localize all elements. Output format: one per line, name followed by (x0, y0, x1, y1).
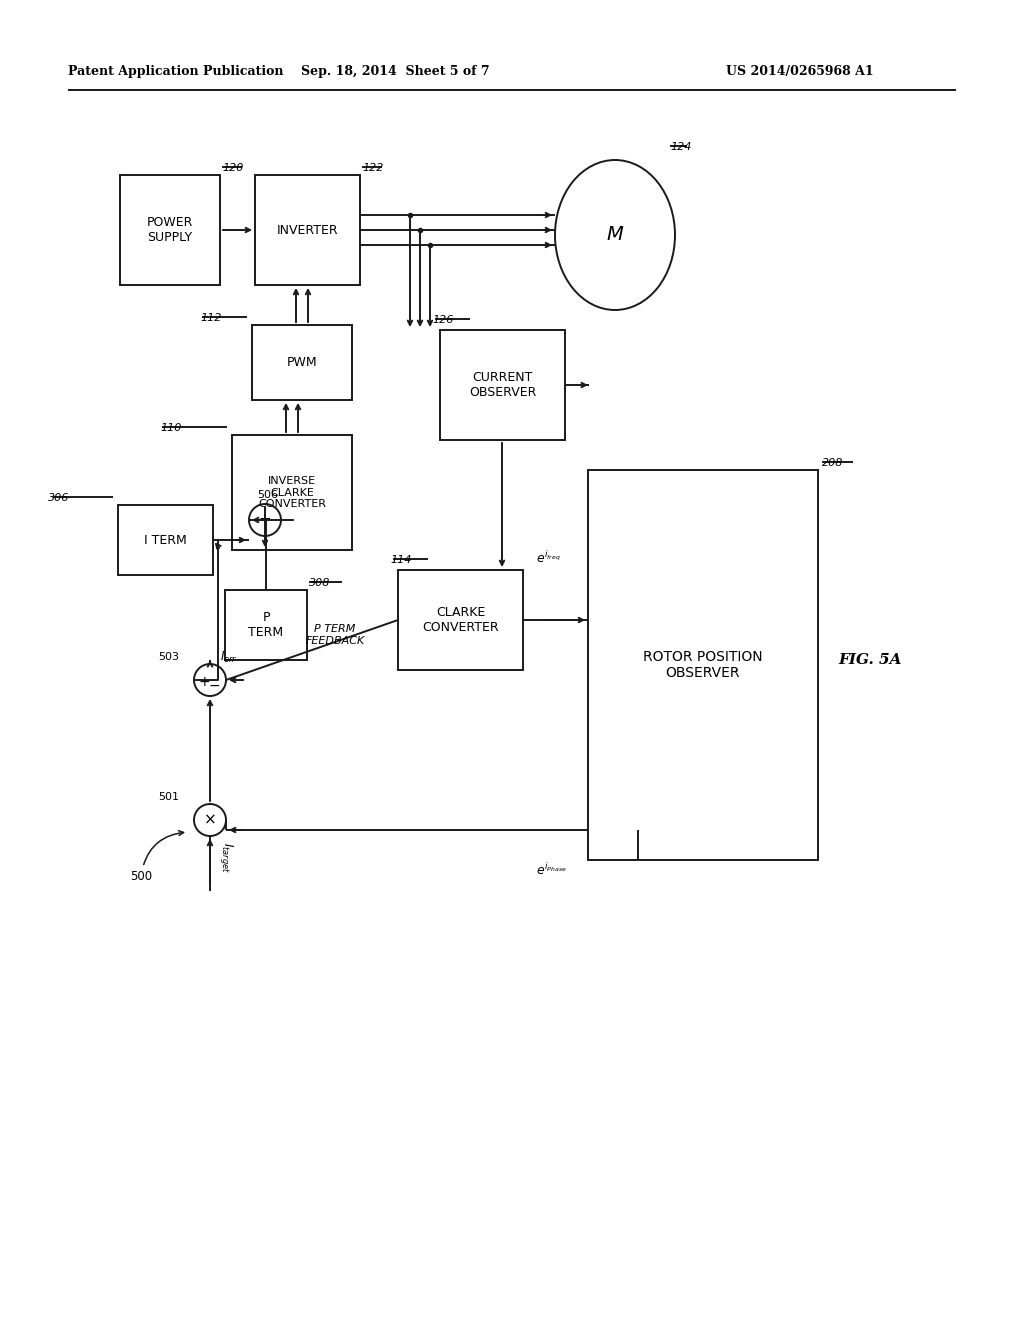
Bar (440, 330, 565, 440)
Bar (118, 506, 213, 576)
Text: +: + (199, 675, 210, 689)
Text: Patent Application Publication: Patent Application Publication (68, 66, 284, 78)
Text: ROTOR POSITION
OBSERVER: ROTOR POSITION OBSERVER (643, 649, 763, 680)
Text: 112: 112 (200, 313, 221, 323)
Text: CLARKE
CONVERTER: CLARKE CONVERTER (422, 606, 499, 634)
Text: P
TERM: P TERM (249, 611, 284, 639)
Text: $e^{i_{Phase}}$: $e^{i_{Phase}}$ (536, 862, 566, 878)
Text: 122: 122 (362, 162, 383, 173)
Bar (232, 436, 352, 550)
Text: ×: × (204, 813, 216, 828)
Bar (398, 570, 523, 671)
Text: $e^{i_{freq}}$: $e^{i_{freq}}$ (536, 550, 561, 566)
Text: $I_{target}$: $I_{target}$ (218, 842, 234, 873)
Text: −: − (208, 678, 220, 693)
Text: 500: 500 (130, 830, 183, 883)
Text: INVERSE
CLARKE
CONVERTER: INVERSE CLARKE CONVERTER (258, 477, 326, 510)
Text: PWM: PWM (287, 356, 317, 370)
Text: I TERM: I TERM (144, 533, 186, 546)
Bar (255, 176, 360, 285)
Bar (225, 590, 307, 660)
Text: CURRENT
OBSERVER: CURRENT OBSERVER (469, 371, 537, 399)
Text: Sep. 18, 2014  Sheet 5 of 7: Sep. 18, 2014 Sheet 5 of 7 (301, 66, 489, 78)
Bar (120, 176, 220, 285)
Text: $I_{err}$: $I_{err}$ (220, 649, 238, 665)
Text: 506: 506 (257, 490, 278, 500)
Bar (588, 470, 818, 861)
Text: P TERM
FEEDBACK: P TERM FEEDBACK (305, 624, 365, 645)
Text: 501: 501 (158, 792, 179, 803)
Text: 308: 308 (309, 578, 331, 587)
Text: 114: 114 (390, 554, 412, 565)
Text: FIG. 5A: FIG. 5A (839, 653, 902, 667)
Text: 124: 124 (670, 143, 691, 152)
Text: INVERTER: INVERTER (276, 223, 338, 236)
Text: 503: 503 (158, 652, 179, 663)
Text: 120: 120 (222, 162, 244, 173)
Text: 110: 110 (160, 422, 181, 433)
Text: M: M (606, 226, 624, 244)
Text: POWER
SUPPLY: POWER SUPPLY (146, 216, 194, 244)
Text: +: + (259, 512, 271, 528)
Text: US 2014/0265968 A1: US 2014/0265968 A1 (726, 66, 873, 78)
Text: 306: 306 (48, 492, 70, 503)
Text: 126: 126 (432, 315, 454, 325)
Bar (252, 325, 352, 400)
Text: 208: 208 (822, 458, 844, 469)
